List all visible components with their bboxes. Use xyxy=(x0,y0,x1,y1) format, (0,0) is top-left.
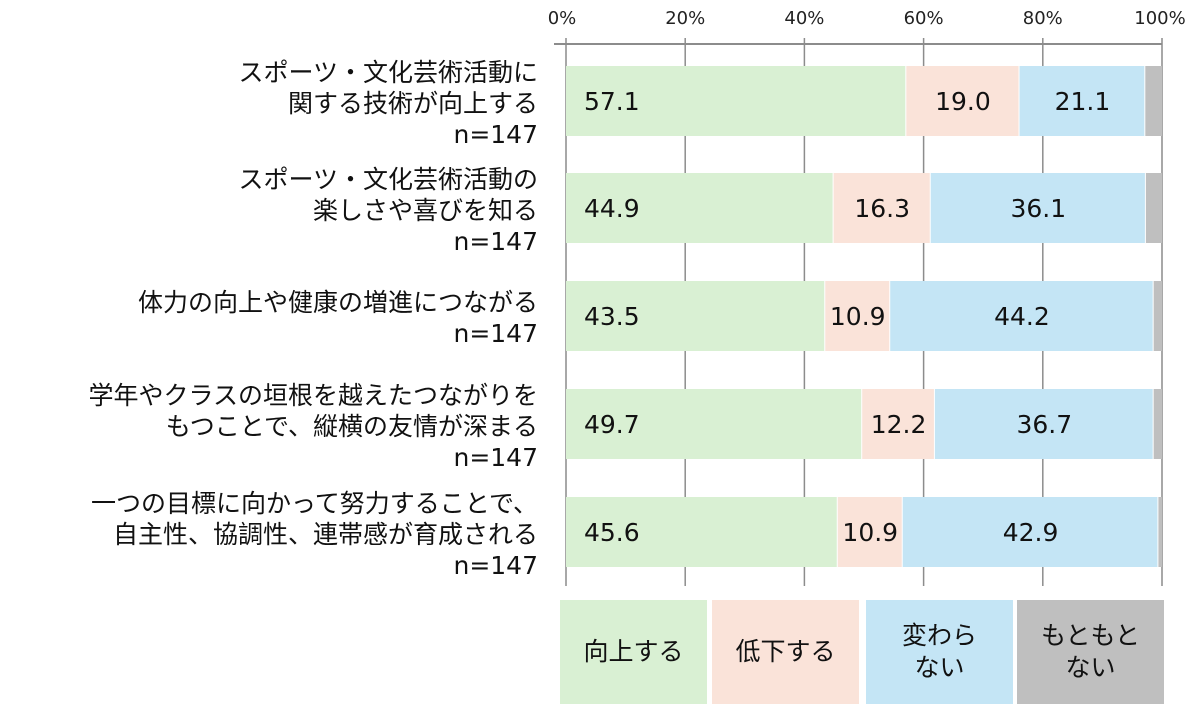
bar-segment xyxy=(566,389,862,459)
bar-segment xyxy=(1158,497,1162,567)
bar-segment xyxy=(930,173,1145,243)
bar-segment xyxy=(862,389,934,459)
sample-size: n=147 xyxy=(453,319,538,348)
x-tick-label: 40% xyxy=(784,8,824,29)
category-name: スポーツ・文化芸術活動の 楽しさや喜びを知る xyxy=(238,164,538,225)
category-name: 学年やクラスの垣根を越えたつながりを もつことで、縦横の友情が深まる xyxy=(88,380,538,441)
stacked-bar-chart: 0% 20% 40% 60% 80% 100% 57.1 19.0 21.1 44.9 16.3 36… xyxy=(548,8,1186,586)
data-label: 45.6 xyxy=(584,518,640,547)
legend-item: 低下する xyxy=(712,600,859,704)
x-tick-label: 80% xyxy=(1023,8,1063,29)
category-label: 一つの目標に向かって努力することで、 自主性、協調性、連帯感が育成される n=1… xyxy=(0,488,538,581)
data-label: 42.9 xyxy=(1003,518,1059,547)
category-label: スポーツ・文化芸術活動に 関する技術が向上する n=147 xyxy=(0,57,538,150)
category-name: 一つの目標に向かって努力することで、 自主性、協調性、連帯感が育成される xyxy=(90,488,538,549)
data-label: 36.7 xyxy=(1016,410,1072,439)
sample-size: n=147 xyxy=(453,226,538,256)
data-label: 49.7 xyxy=(584,410,640,439)
data-label: 10.9 xyxy=(830,302,886,331)
bar-segment xyxy=(566,173,833,243)
data-label: 36.1 xyxy=(1010,194,1066,223)
bar-segment xyxy=(902,497,1158,567)
data-label: 57.1 xyxy=(584,87,640,116)
sample-size: n=147 xyxy=(453,119,538,149)
data-label: 44.2 xyxy=(994,302,1050,331)
bar-segment xyxy=(825,281,890,351)
category-label: 体力の向上や健康の増進につながる n=147 xyxy=(0,287,538,349)
x-tick-label: 100% xyxy=(1134,8,1185,29)
data-label: 19.0 xyxy=(935,87,991,116)
data-label: 43.5 xyxy=(584,302,640,331)
bar-segment xyxy=(934,389,1153,459)
category-label: スポーツ・文化芸術活動の 楽しさや喜びを知る n=147 xyxy=(0,164,538,257)
bar-segment xyxy=(837,497,902,567)
x-tick-label: 20% xyxy=(665,8,705,29)
bar-segment xyxy=(1019,66,1145,136)
x-tick-label: 0% xyxy=(548,8,577,29)
sample-size: n=147 xyxy=(453,550,538,580)
data-label: 21.1 xyxy=(1055,87,1111,116)
legend-item: もともと ない xyxy=(1017,600,1164,704)
bar-segment xyxy=(906,66,1019,136)
bar-segment xyxy=(1145,173,1162,243)
data-label: 44.9 xyxy=(584,194,640,223)
bar-segment xyxy=(1153,281,1162,351)
bar-segment xyxy=(833,173,930,243)
legend-item: 変わら ない xyxy=(866,600,1013,704)
category-label: 学年やクラスの垣根を越えたつながりを もつことで、縦横の友情が深まる n=147 xyxy=(0,380,538,473)
data-label: 10.9 xyxy=(842,518,898,547)
bar-segment xyxy=(890,281,1153,351)
legend-item: 向上する xyxy=(560,600,707,704)
bar-segment xyxy=(566,497,837,567)
bar-segment xyxy=(1145,66,1162,136)
data-label: 16.3 xyxy=(854,194,910,223)
category-name: スポーツ・文化芸術活動に 関する技術が向上する xyxy=(238,57,538,118)
x-tick-label: 60% xyxy=(904,8,944,29)
category-name: 体力の向上や健康の増進につながる xyxy=(137,288,538,317)
bar-segment xyxy=(566,281,825,351)
bar-segment xyxy=(566,66,906,136)
bar-segment xyxy=(1153,389,1162,459)
sample-size: n=147 xyxy=(453,442,538,472)
data-label: 12.2 xyxy=(871,410,927,439)
